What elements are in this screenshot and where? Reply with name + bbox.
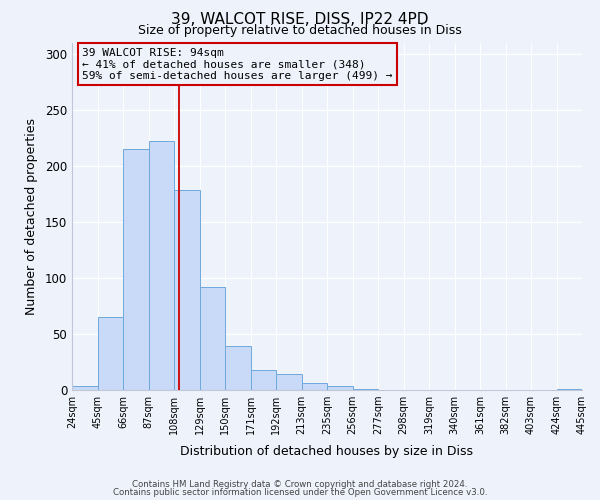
Bar <box>276 374 302 390</box>
Bar <box>225 346 251 390</box>
X-axis label: Distribution of detached houses by size in Diss: Distribution of detached houses by size … <box>181 446 473 458</box>
Bar <box>199 287 225 390</box>
Bar <box>72 386 97 390</box>
Bar <box>123 149 149 390</box>
Bar <box>327 386 353 390</box>
Y-axis label: Number of detached properties: Number of detached properties <box>25 118 38 315</box>
Bar <box>353 389 378 390</box>
Text: Contains public sector information licensed under the Open Government Licence v3: Contains public sector information licen… <box>113 488 487 497</box>
Bar <box>557 389 582 390</box>
Text: Contains HM Land Registry data © Crown copyright and database right 2024.: Contains HM Land Registry data © Crown c… <box>132 480 468 489</box>
Text: 39, WALCOT RISE, DISS, IP22 4PD: 39, WALCOT RISE, DISS, IP22 4PD <box>171 12 429 28</box>
Bar <box>251 370 276 390</box>
Bar <box>97 317 123 390</box>
Text: 39 WALCOT RISE: 94sqm
← 41% of detached houses are smaller (348)
59% of semi-det: 39 WALCOT RISE: 94sqm ← 41% of detached … <box>82 48 392 81</box>
Text: Size of property relative to detached houses in Diss: Size of property relative to detached ho… <box>138 24 462 37</box>
Bar <box>149 141 174 390</box>
Bar <box>302 384 327 390</box>
Bar <box>174 190 199 390</box>
